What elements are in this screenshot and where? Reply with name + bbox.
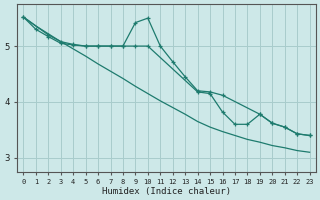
X-axis label: Humidex (Indice chaleur): Humidex (Indice chaleur) (102, 187, 231, 196)
